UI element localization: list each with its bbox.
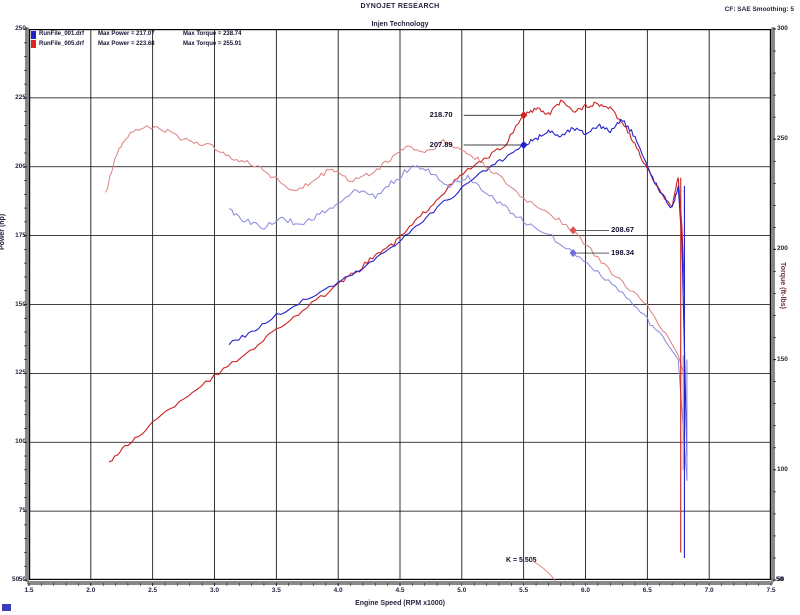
y-axis-right-title: Torque (ft-lbs) — [779, 262, 786, 309]
chart-marker-1 — [463, 140, 528, 150]
chart-marker-3 — [569, 249, 610, 258]
data-point-label-power-blue: 207.89 — [429, 140, 453, 149]
legend-maxpower-run001: Max Power = 217.07 — [98, 31, 155, 37]
legend-swatch-blue — [31, 30, 36, 39]
y-axis-right-tick: 50 — [777, 576, 785, 583]
legend-maxpower-run005: Max Power = 223.68 — [98, 40, 155, 47]
legend-maxtorque-run001: Max Torque = 238.74 — [183, 31, 242, 37]
legend-row-run005[interactable]: RunFile_005.drf Max Power = 223.68 Max T… — [31, 40, 263, 50]
x-axis-tick: 4.5 — [395, 587, 405, 594]
data-point-label-power-red: 218.70 — [429, 110, 453, 120]
series-line-2 — [105, 125, 685, 378]
x-axis-tick: 3.5 — [271, 587, 281, 594]
y-axis-right-tick: 300 — [777, 25, 788, 32]
page-subtitle: Injen Technology — [371, 21, 429, 28]
legend-row-run001[interactable]: RunFile_001.drf Max Power = 217.07 Max T… — [31, 30, 263, 40]
series-line-1 — [228, 118, 688, 457]
data-point-label-torque-blue: 198.34 — [611, 248, 635, 258]
x-axis-tick: 1.5 — [24, 587, 34, 594]
chart-canvas — [29, 29, 771, 580]
y-axis-right-tick: 200 — [777, 245, 788, 253]
y-axis-left-tick: 125 — [15, 369, 26, 377]
y-axis-left-tick: 250 — [15, 25, 26, 32]
x-axis-tick: 7.0 — [704, 587, 714, 594]
x-axis-tick: 2.0 — [86, 587, 96, 594]
x-axis-tick: 7.5 — [766, 587, 776, 594]
legend-file-run001: RunFile_001.drf — [39, 31, 85, 37]
legend-swatch-red — [31, 40, 36, 49]
corner-left-value: 50 — [12, 576, 20, 583]
watermark-mark — [2, 604, 11, 611]
x-axis-tick: 6.5 — [642, 587, 652, 594]
y-axis-right-tick: 100 — [777, 465, 788, 473]
y-axis-right-tick: 250 — [777, 135, 788, 143]
x-axis-tick: 3.0 — [209, 587, 220, 594]
y-axis-right-tick: 150 — [777, 355, 788, 363]
legend-maxtorque-run005: Max Torque = 255.91 — [183, 40, 242, 47]
page-title: DYNOJET RESEARCH — [360, 3, 440, 10]
x-axis-tick: 5.0 — [457, 587, 467, 594]
y-axis-left-tick: 50 — [18, 576, 26, 583]
plot-area — [29, 29, 771, 580]
y-axis-left-tick: 200 — [15, 162, 26, 170]
k-value-label: K = 5.505 — [505, 557, 537, 564]
corner-right-value: 50 — [776, 576, 784, 583]
y-axis-left-tick: 100 — [15, 438, 26, 446]
x-axis-tick: 5.5 — [519, 587, 529, 594]
x-axis-title: Engine Speed (RPM x1000) — [355, 600, 445, 607]
chart-marker-2 — [569, 226, 610, 235]
legend: RunFile_001.drf Max Power = 217.07 Max T… — [31, 30, 263, 49]
data-point-label-torque-red: 208.67 — [611, 225, 635, 235]
x-axis-tick: 6.0 — [580, 587, 591, 594]
x-axis-tick: 2.5 — [148, 587, 158, 594]
y-axis-left-tick: 175 — [15, 231, 26, 239]
series-line-3 — [228, 165, 688, 480]
series-line-0 — [108, 99, 685, 463]
x-axis-tick: 4.0 — [333, 587, 343, 594]
y-axis-left-tick: 225 — [15, 93, 26, 101]
y-axis-left-tick: 75 — [18, 507, 26, 515]
y-axis-left-tick: 150 — [15, 300, 26, 308]
correction-factor-label: CF: SAE Smoothing: 5 — [724, 6, 794, 13]
legend-file-run005: RunFile_005.drf — [39, 40, 85, 47]
chart-marker-0 — [463, 111, 528, 120]
